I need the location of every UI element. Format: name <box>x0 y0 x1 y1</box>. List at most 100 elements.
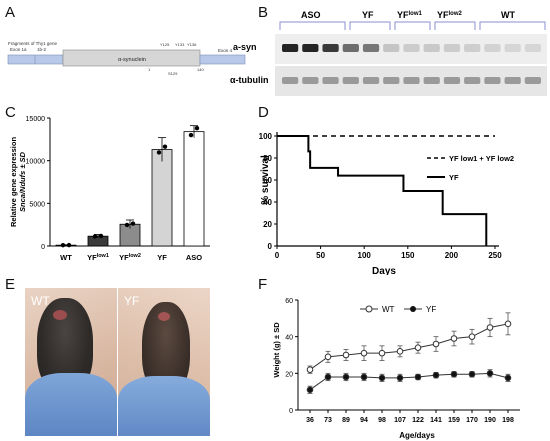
f-point-yf <box>468 370 476 378</box>
c-point <box>194 126 200 131</box>
tubulin-band <box>403 77 420 84</box>
bracket-yf <box>349 21 391 30</box>
tubulin-band <box>443 77 461 84</box>
d-series <box>277 135 495 246</box>
residue-y136: Y136 <box>187 42 197 47</box>
d-ytick-label: 0 <box>268 242 273 251</box>
f-point-yf <box>360 373 368 381</box>
residue-s129: S129 <box>168 71 178 76</box>
c-category-label: WT <box>60 253 72 262</box>
f-line-wt <box>309 323 509 371</box>
d-ytick-label: 60 <box>263 176 272 185</box>
c-ytick-label: 5000 <box>29 201 45 208</box>
photo-yf-mouse: YF <box>118 288 210 436</box>
f-ytick-label: 0 <box>289 408 293 415</box>
f-point-wt <box>360 349 368 357</box>
yf-mouse-mouth <box>158 312 170 321</box>
photo-label-yf: YF <box>124 294 140 308</box>
wt-mouse-mouth <box>53 310 67 320</box>
exon-1-box <box>7 54 64 65</box>
f-point-yf <box>504 374 512 382</box>
f-point-yf <box>306 386 314 394</box>
c-ytick-label: 0 <box>41 244 45 251</box>
syn-band <box>322 44 339 52</box>
f-xtick-label: 98 <box>378 417 386 424</box>
synuclein-label: α-synuclein <box>118 57 146 63</box>
c-point <box>188 132 194 138</box>
panel-label-a: A <box>5 4 16 21</box>
d-ytick-label: 80 <box>263 154 272 163</box>
d-xtick-label: 50 <box>316 251 325 260</box>
c-point <box>162 144 168 149</box>
f-point-wt <box>396 348 404 355</box>
panel-c-bar-chart: Relative gene expression Snca/Ndufs ± SD… <box>9 116 210 262</box>
photo-wt-mouse: WT <box>25 288 117 436</box>
d-axes: 0 20 40 60 80 100 0 50 100 150 200 250 <box>259 132 502 260</box>
c-tick-labels: 0 5000 10000 15000 WT YFlow1 YFlow2 YF ASO <box>26 116 203 262</box>
c-point <box>156 150 162 155</box>
d-xtick-label: 100 <box>358 251 372 260</box>
c-point <box>130 221 136 226</box>
panel-label-f: F <box>258 276 268 293</box>
bracket-aso <box>279 21 346 30</box>
exon-1b-label: 1b-2 <box>37 47 47 52</box>
legend-marker-wt <box>365 305 373 313</box>
tubulin-band <box>302 77 319 84</box>
syn-band <box>282 44 299 52</box>
c-category-label: YFlow1 <box>87 253 109 262</box>
d-xtick-label: 150 <box>401 251 415 260</box>
fragments-label: Fragments of Thy1 gene <box>8 41 57 46</box>
panel-b-western-blot: ASO YF YFlow1 YFlow2 WT a-syn α-tubulin <box>230 10 547 96</box>
f-point-wt <box>324 353 332 361</box>
f-point-wt <box>306 366 314 373</box>
f-xtick-label: 170 <box>466 417 478 424</box>
syn-bands <box>282 44 541 52</box>
f-point-yf <box>342 373 350 381</box>
f-point-wt <box>486 324 494 331</box>
syn-band <box>464 44 481 52</box>
c-bars <box>55 125 205 248</box>
f-point-wt <box>378 349 386 357</box>
d-ytick-label: 40 <box>263 198 272 207</box>
legend-label-yf-low: YF low1 + YF low2 <box>449 154 514 163</box>
panel-a-construct-diagram: Fragments of Thy1 gene Exon 1a 1b-2 α-sy… <box>7 41 246 76</box>
c-category-label: YFlow2 <box>119 253 141 262</box>
f-xtick-label: 107 <box>394 417 406 424</box>
syn-band <box>342 44 359 52</box>
c-point <box>98 233 104 239</box>
f-point-wt <box>468 333 476 340</box>
wt-glove <box>25 373 117 436</box>
c-ylabel-line2: Snca/Ndufs ± SD <box>18 151 27 212</box>
residue-y133: Y133 <box>175 42 185 47</box>
c-ytick-label: 10000 <box>26 159 46 166</box>
f-point-yf <box>324 373 332 381</box>
panel-label-c: C <box>5 104 16 121</box>
row-label-asyn: a-syn <box>233 42 257 52</box>
syn-band <box>504 44 521 52</box>
tubulin-band <box>423 77 440 84</box>
f-point-yf <box>414 373 422 381</box>
legend-label-wt: WT <box>382 305 395 314</box>
c-bar <box>183 131 205 247</box>
syn-band <box>383 44 400 52</box>
f-ytick-label: 40 <box>285 335 293 342</box>
d-xtick-label: 200 <box>445 251 459 260</box>
panel-label-b: B <box>258 4 269 21</box>
c-category-label: YF <box>157 253 167 262</box>
row-label-tubulin: α-tubulin <box>230 75 269 85</box>
group-label-aso: ASO <box>301 10 321 20</box>
tubulin-band <box>504 77 521 84</box>
panel-label-d: D <box>258 104 269 121</box>
f-point-yf <box>432 371 440 379</box>
tubulin-band <box>383 77 400 84</box>
residue-y125: Y125 <box>160 42 170 47</box>
f-xlabel: Age/days <box>399 431 435 440</box>
d-legend: YF low1 + YF low2 YF <box>427 154 514 182</box>
syn-band <box>423 44 440 52</box>
blot-group-brackets <box>279 21 546 30</box>
tubulin-band <box>362 77 380 84</box>
f-xtick-label: 190 <box>484 417 496 424</box>
d-xtick-label: 250 <box>488 251 502 260</box>
tubulin-bands <box>282 77 541 84</box>
c-point <box>92 234 98 239</box>
